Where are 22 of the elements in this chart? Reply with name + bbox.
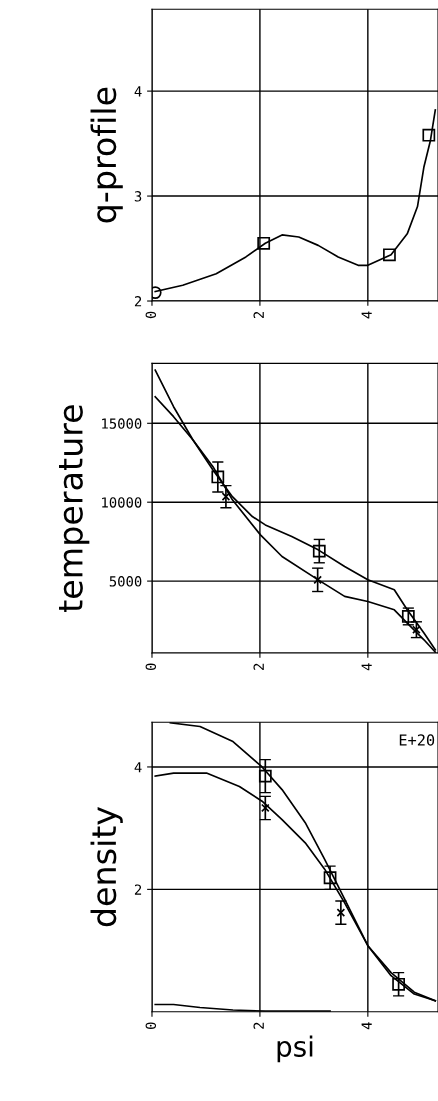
- x-tick-label: 2: [253, 311, 264, 319]
- y-tick-label: 2: [134, 884, 142, 895]
- annotation: E+20: [399, 734, 435, 746]
- y-tick-label: 5000: [109, 576, 142, 587]
- x-axis-title: psi: [277, 1035, 313, 1063]
- y-tick-label: 15000: [102, 418, 142, 429]
- x-tick-label: 4: [361, 1022, 372, 1030]
- x-tick-label: 2: [253, 663, 264, 670]
- y-axis-title: temperature: [59, 405, 90, 612]
- y-tick-label: 2: [134, 296, 142, 307]
- x-tick-label: 4: [361, 663, 372, 671]
- y-tick-label: 3: [134, 191, 142, 202]
- y-tick-label: 4: [134, 762, 142, 773]
- x-tick-label: 0: [145, 663, 157, 671]
- x-tick-label: 4: [361, 311, 372, 319]
- x-tick-label: 2: [253, 1022, 264, 1029]
- x-tick-label: 0: [145, 1022, 157, 1029]
- y-axis-title: density: [90, 806, 123, 927]
- y-axis-title: q-profile: [90, 87, 123, 223]
- x-tick-label: 0: [145, 311, 157, 319]
- y-tick-label: 4: [134, 86, 142, 97]
- y-tick-label: 10000: [102, 497, 142, 508]
